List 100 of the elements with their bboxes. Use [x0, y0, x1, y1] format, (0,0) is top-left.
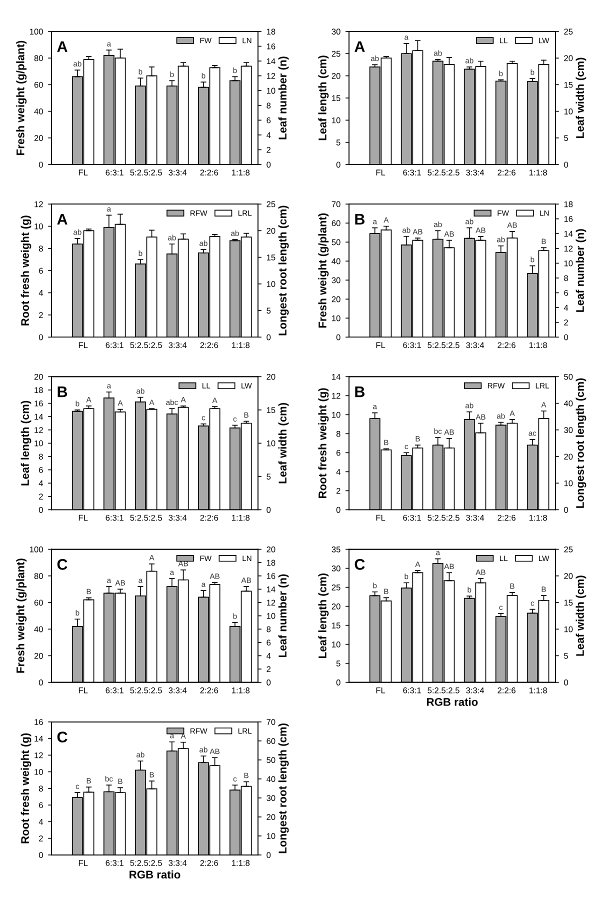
y2-tick-label: 6	[564, 290, 568, 296]
y-tick-label: 50	[332, 239, 340, 246]
x-tick-label: 6:3:1	[403, 687, 421, 694]
x-tick-label: 5:2.5:2.5	[130, 514, 162, 521]
y-tick-label: 80	[34, 55, 43, 62]
y-tick-label: 0	[336, 334, 340, 340]
x-tick-label: 2:2:6	[498, 687, 516, 694]
y-tick-label: 2	[39, 312, 43, 318]
y2-tick-label: 8	[266, 626, 271, 632]
y-tick-label: 30	[332, 28, 340, 35]
x-tick-label: 6:3:1	[106, 860, 124, 866]
x-tick-label: FL	[78, 170, 88, 176]
y-axis-title: Root fresh weight (g)	[20, 216, 32, 326]
y-tick-label: 14	[332, 374, 340, 380]
y2-tick-label: 10	[564, 480, 573, 486]
x-tick-label: 1:1:8	[232, 514, 250, 521]
x-tick-label: 2:2:6	[498, 514, 516, 521]
y2-axis-title: Leaf number (n)	[576, 229, 586, 312]
y2-tick-label: 20	[266, 374, 276, 380]
y-tick-label: 0	[38, 852, 43, 858]
x-tick-label: 3:3:4	[168, 860, 187, 866]
y-tick-label: 10	[332, 315, 340, 322]
y-tick-label: 4	[38, 818, 44, 825]
y2-tick-label: 10	[266, 833, 276, 840]
y2-tick-label: 2	[564, 320, 568, 326]
y-tick-label: 6	[39, 467, 43, 473]
y2-tick-label: 12	[266, 73, 276, 79]
chart-title: B	[355, 214, 365, 224]
x-tick-label: 6:3:1	[403, 514, 421, 521]
y2-tick-label: 18	[266, 560, 276, 566]
x-tick-label: 2:2:6	[200, 687, 218, 694]
x-tick-label: FL	[376, 342, 386, 348]
y2-tick-label: 15	[266, 254, 276, 260]
y-tick-label: 0	[38, 162, 43, 168]
y-tick-label: 14	[34, 414, 44, 420]
x-tick-label: FL	[376, 170, 386, 176]
y-tick-label: 0	[336, 162, 340, 168]
y2-tick-label: 6	[266, 117, 271, 124]
x-tick-label: FL	[78, 514, 88, 521]
x-tick-label: FL	[78, 342, 88, 348]
y2-tick-label: 15	[564, 600, 573, 606]
y2-tick-label: 5	[564, 653, 568, 659]
y2-tick-label: 14	[564, 230, 573, 237]
y2-tick-label: 15	[564, 82, 573, 88]
y-tick-label: 10	[332, 412, 340, 418]
y2-tick-label: 40	[266, 776, 276, 782]
y2-tick-label: 8	[564, 275, 568, 282]
x-tick-label: 1:1:8	[232, 860, 250, 866]
y-tick-label: 20	[34, 652, 43, 659]
y-tick-label: 12	[34, 427, 43, 433]
y-tick-label: 60	[34, 600, 43, 606]
y2-axis-title: Leaf number (n)	[278, 56, 289, 140]
y-tick-label: 8	[38, 246, 43, 252]
y2-axis-title: Leaf width (cm)	[278, 403, 289, 484]
y-tick-label: 60	[34, 82, 43, 88]
y2-tick-label: 25	[564, 546, 573, 552]
y-tick-label: 14	[34, 736, 44, 742]
y2-tick-label: 4	[564, 304, 568, 311]
chart-title: A	[57, 214, 68, 224]
y-tick-label: 25	[332, 50, 340, 57]
y2-tick-label: 40	[564, 400, 573, 406]
y-tick-label: 30	[332, 565, 340, 572]
x-tick-label: 2:2:6	[200, 514, 218, 521]
x-axis-title: RGB ratio	[427, 698, 478, 706]
y-tick-label: 35	[332, 546, 340, 552]
y-tick-label: 10	[34, 223, 43, 230]
x-tick-label: 5:2.5:2.5	[428, 514, 460, 521]
y-tick-label: 5	[336, 140, 340, 146]
x-tick-label: 1:1:8	[529, 514, 547, 521]
x-tick-label: 1:1:8	[529, 342, 547, 348]
y2-axis-title: Leaf width (cm)	[576, 576, 586, 656]
x-tick-label: FL	[376, 688, 386, 694]
y-tick-label: 2	[336, 488, 340, 494]
x-tick-label: 1:1:8	[232, 342, 250, 348]
y-tick-label: 0	[38, 680, 43, 686]
y-tick-label: 30	[332, 277, 340, 284]
y2-tick-label: 5	[564, 135, 568, 142]
chart-title: A	[354, 41, 365, 52]
y2-tick-label: 5	[266, 308, 271, 314]
y-tick-label: 15	[332, 95, 340, 102]
x-tick-label: 6:3:1	[106, 170, 124, 176]
x-tick-label: 6:3:1	[403, 170, 421, 176]
y-tick-label: 2	[39, 494, 43, 500]
y-axis-title: Leaf length (cm)	[318, 573, 329, 658]
y2-tick-label: 2	[266, 146, 271, 153]
x-tick-label: 2:2:6	[498, 342, 516, 348]
x-tick-label: 6:3:1	[106, 687, 124, 694]
x-tick-label: 2:2:6	[498, 170, 516, 176]
y-tick-label: 16	[34, 400, 43, 406]
y-tick-label: 40	[34, 626, 43, 632]
y2-tick-label: 10	[564, 626, 573, 632]
y2-tick-label: 2	[266, 666, 271, 672]
y-tick-label: 4	[38, 290, 44, 296]
x-tick-label: 5:2.5:2.5	[130, 170, 162, 176]
y2-tick-label: 20	[266, 546, 276, 552]
y2-tick-label: 0	[564, 506, 568, 513]
y2-tick-label: 5	[266, 474, 271, 480]
y-tick-label: 10	[34, 440, 43, 446]
x-tick-label: 1:1:8	[529, 170, 547, 176]
y2-axis-title: Longest root length (cm)	[576, 378, 586, 508]
